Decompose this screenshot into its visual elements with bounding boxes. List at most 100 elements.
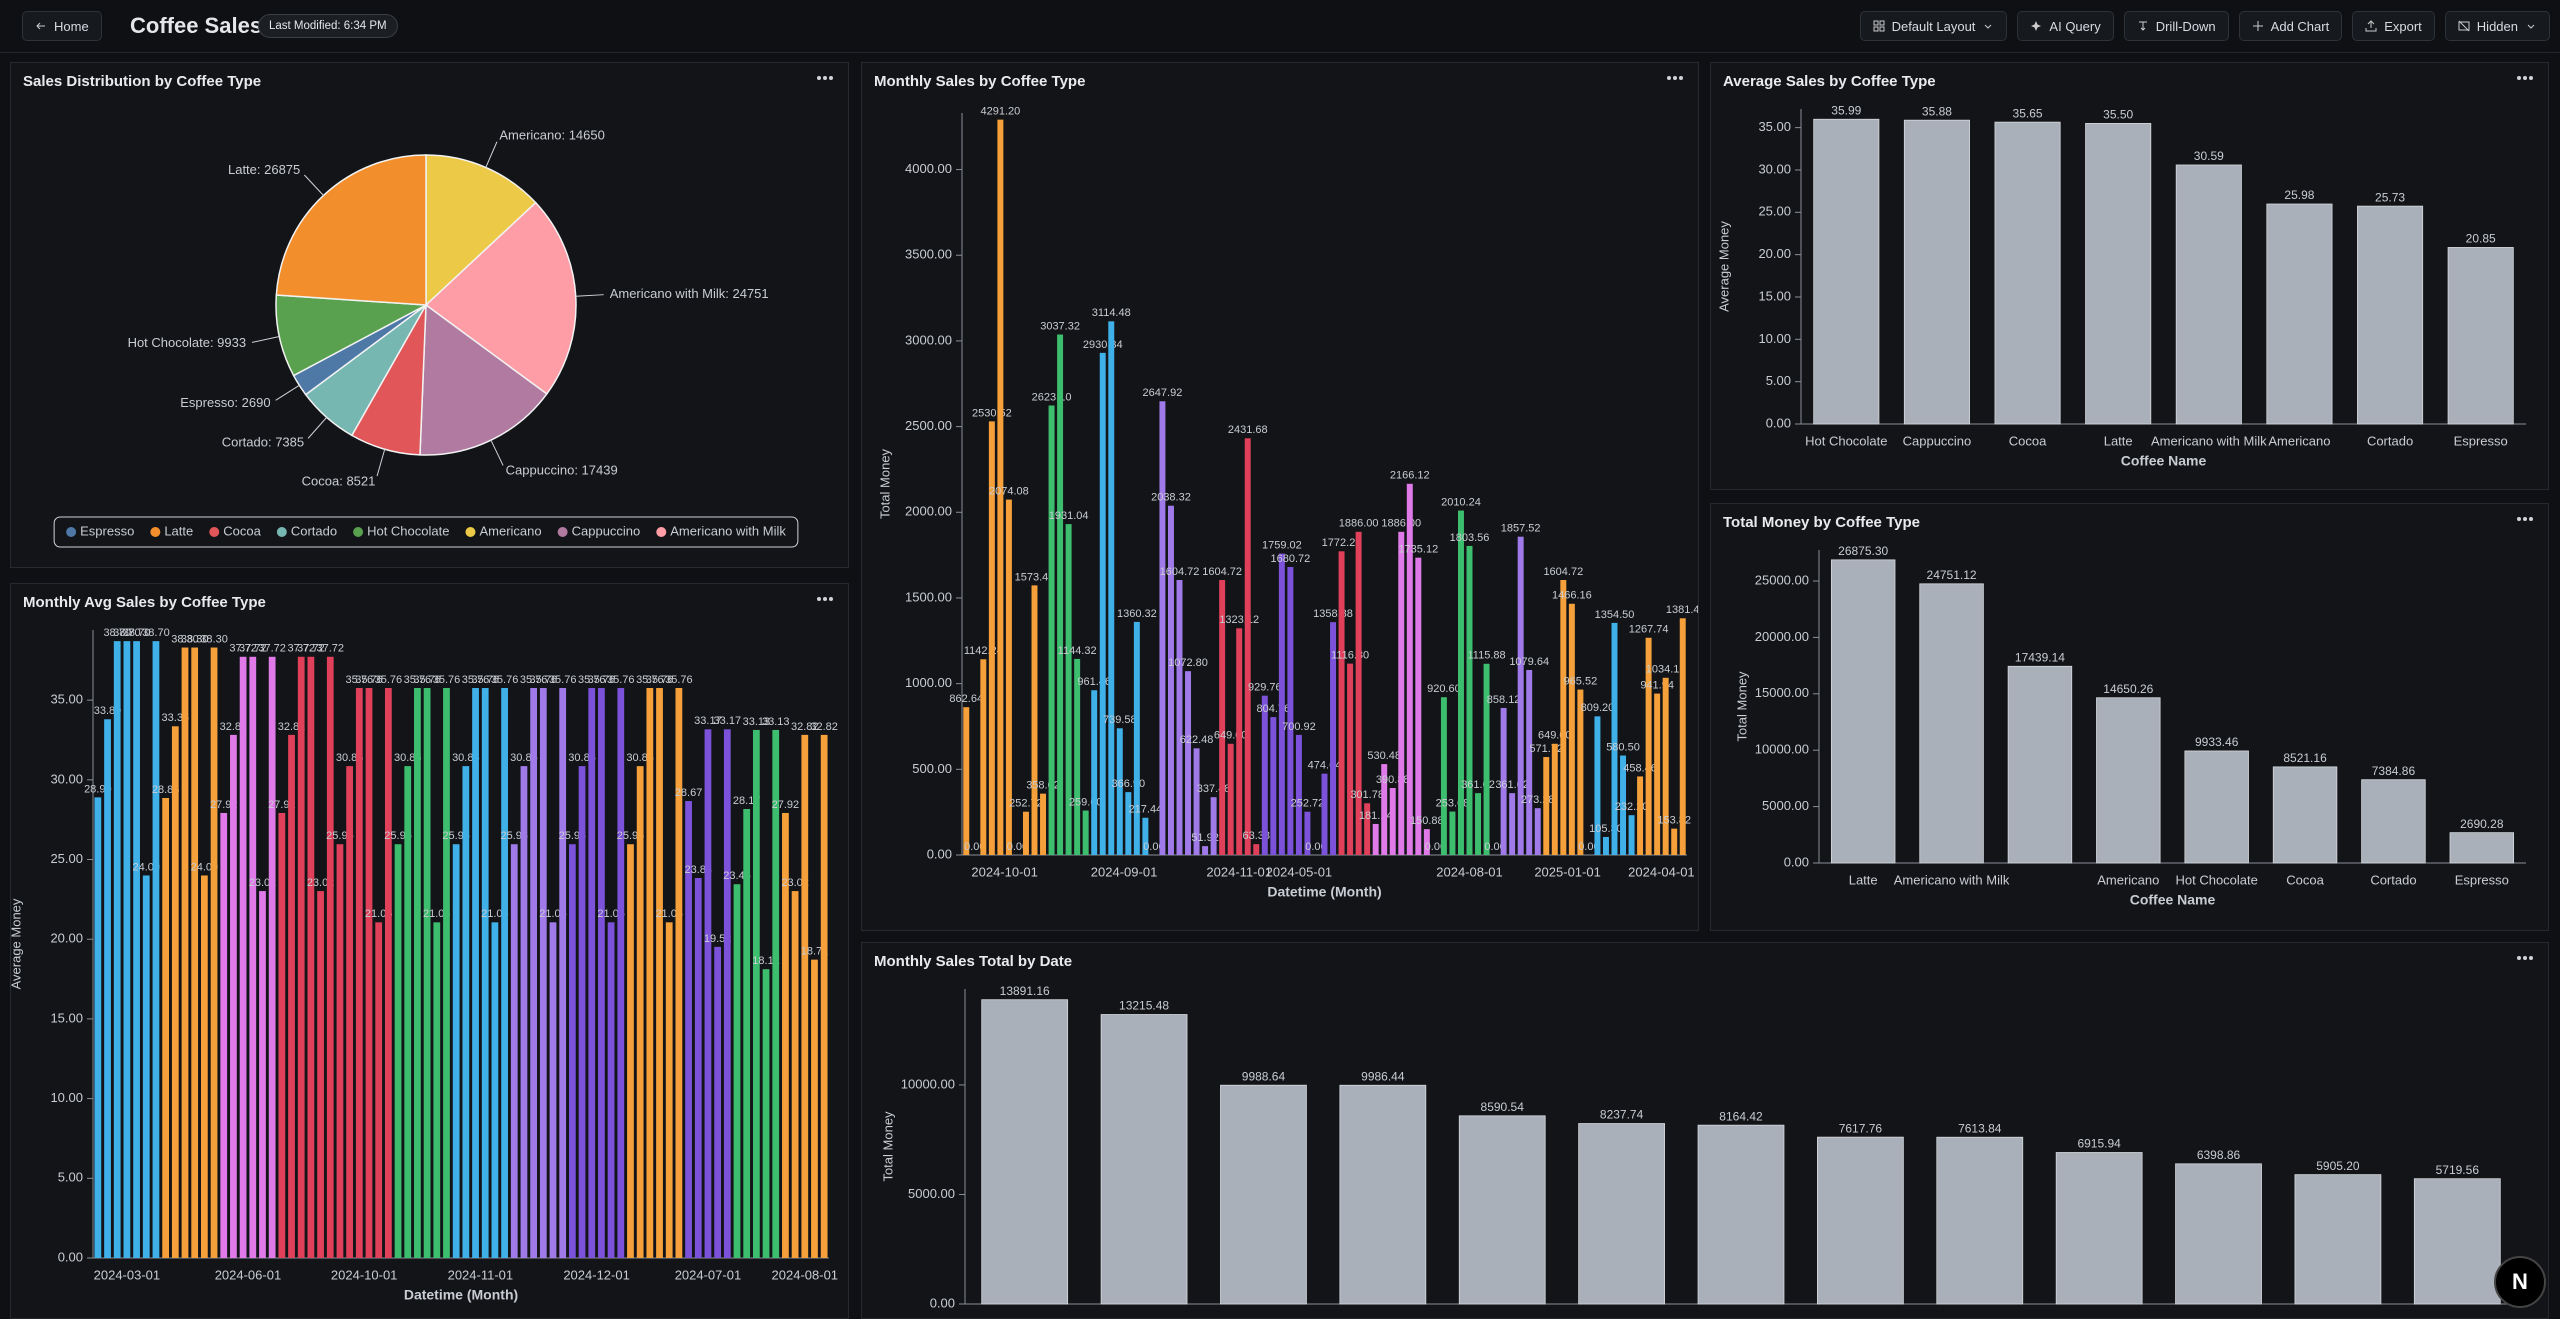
value-label: 1115.88 [1467, 650, 1505, 662]
y-tick-label: 10000.00 [1755, 742, 1809, 757]
hidden-button[interactable]: Hidden [2444, 11, 2550, 41]
value-label: 1144.32 [1058, 645, 1097, 657]
x-tick-label: 2025-01-01 [1534, 864, 1601, 879]
legend-swatch [465, 527, 476, 537]
x-tick-label: 2024-08-01 [1436, 864, 1503, 879]
bar [336, 844, 344, 1258]
menu-dot [829, 76, 833, 80]
bar [1577, 689, 1584, 855]
value-label: 37.72 [297, 643, 325, 655]
bar [2294, 1174, 2382, 1305]
value-label: 929.76 [1248, 682, 1282, 694]
bar [1483, 663, 1490, 855]
menu-dot [817, 597, 821, 601]
bar [278, 812, 286, 1258]
value-label: 0.00 [1578, 841, 1599, 853]
bar [1406, 483, 1413, 855]
dev-badge[interactable]: N [2494, 1256, 2546, 1308]
bar [1287, 566, 1294, 855]
bar [646, 688, 654, 1258]
pie-slice [275, 294, 429, 377]
value-label: 571.72 [1529, 743, 1563, 755]
bar [1167, 505, 1174, 855]
x-tick-label: 2024-09-01 [1091, 864, 1158, 879]
chevron [1985, 24, 1992, 29]
x-tick-label: Americano with Milk [2151, 433, 2267, 448]
value-label: 35.50 [2103, 108, 2133, 122]
value-label: 1354.50 [1595, 609, 1635, 621]
panel-menu[interactable] [2516, 75, 2534, 81]
legend-swatch [353, 527, 364, 537]
bar [462, 766, 470, 1258]
value-label: 1604.72 [1202, 566, 1242, 578]
bar [1679, 618, 1686, 855]
bar [472, 688, 479, 1258]
x-tick-label: 2024-11-01 [1206, 864, 1272, 879]
bar [152, 641, 160, 1258]
icon [1873, 20, 1885, 32]
value-label: 2690.28 [2460, 817, 2504, 831]
home-label: Home [54, 18, 89, 34]
drill-down-button[interactable]: Drill-Down [2123, 11, 2229, 41]
bar [1082, 810, 1089, 855]
panel-menu[interactable] [816, 75, 834, 81]
bar [1457, 510, 1464, 855]
y-tick-label: 1000.00 [905, 675, 952, 690]
panel-menu[interactable] [2516, 955, 2534, 961]
y-axis-title: Average Money [1716, 221, 1731, 312]
x-tick-label: Cappuccino [1903, 433, 1972, 448]
bar [1339, 1084, 1427, 1305]
y-tick-label: 2500.00 [905, 418, 952, 433]
panel: Monthly Sales by Coffee Type 0.00 500.00 10… [861, 62, 1699, 931]
bar [1560, 580, 1567, 855]
bar [1261, 695, 1268, 855]
x-tick-label: Latte [1849, 872, 1878, 887]
slice-label: Espresso: 2690 [180, 395, 270, 410]
value-label: 961.46 [1077, 676, 1111, 688]
home-button[interactable]: Home [22, 11, 102, 41]
value-label: 8237.74 [1600, 1108, 1644, 1122]
y-tick-label: 30.00 [50, 771, 83, 786]
legend-label: Cocoa [223, 523, 261, 538]
bar [988, 421, 995, 855]
value-label: 38.30 [200, 633, 228, 645]
panel-title: Sales Distribution by Coffee Type [23, 73, 262, 90]
panel: Sales Distribution by Coffee Type America… [10, 62, 849, 568]
bar [2096, 697, 2161, 864]
y-tick-label: 35.00 [1758, 119, 1791, 134]
value-label: 739.58 [1103, 714, 1137, 726]
value-label: 390.88 [1376, 774, 1410, 786]
value-label: 35.99 [1831, 103, 1861, 117]
y-tick-label: 15.00 [50, 1010, 83, 1025]
panel-menu[interactable] [816, 596, 834, 602]
value-label: 1466.16 [1552, 590, 1592, 602]
bar [704, 729, 712, 1258]
bar [723, 729, 731, 1258]
panel: Average Sales by Coffee Type 0.00 5.00 10.0… [1710, 62, 2549, 490]
leader-line [304, 174, 324, 196]
value-label: 622.48 [1180, 734, 1214, 746]
bar [752, 729, 760, 1258]
value-label: 0.00 [1143, 841, 1164, 853]
bar [627, 844, 634, 1258]
panel-menu[interactable] [2516, 516, 2534, 522]
legend-label: Cappuccino [572, 523, 641, 538]
value-label: 35.76 [636, 674, 664, 686]
layout-button[interactable]: Default Layout [1859, 11, 2008, 41]
panel-menu[interactable] [1666, 75, 1684, 81]
bar [1543, 757, 1550, 855]
value-label: 35.76 [578, 674, 606, 686]
bar [384, 688, 392, 1258]
bar [733, 884, 741, 1258]
bar [1449, 811, 1456, 855]
bar [2085, 122, 2152, 425]
export-button[interactable]: Export [2352, 11, 2435, 41]
bar [2447, 247, 2514, 425]
bar [1057, 334, 1064, 855]
add-chart-button[interactable]: Add Chart [2238, 11, 2343, 41]
bar [598, 688, 605, 1258]
x-tick-label: Hot Chocolate [2175, 872, 2257, 887]
y-tick-label: 0.00 [927, 846, 952, 861]
ai-query-button[interactable]: AI Query [2017, 11, 2114, 41]
bar [685, 801, 692, 1258]
